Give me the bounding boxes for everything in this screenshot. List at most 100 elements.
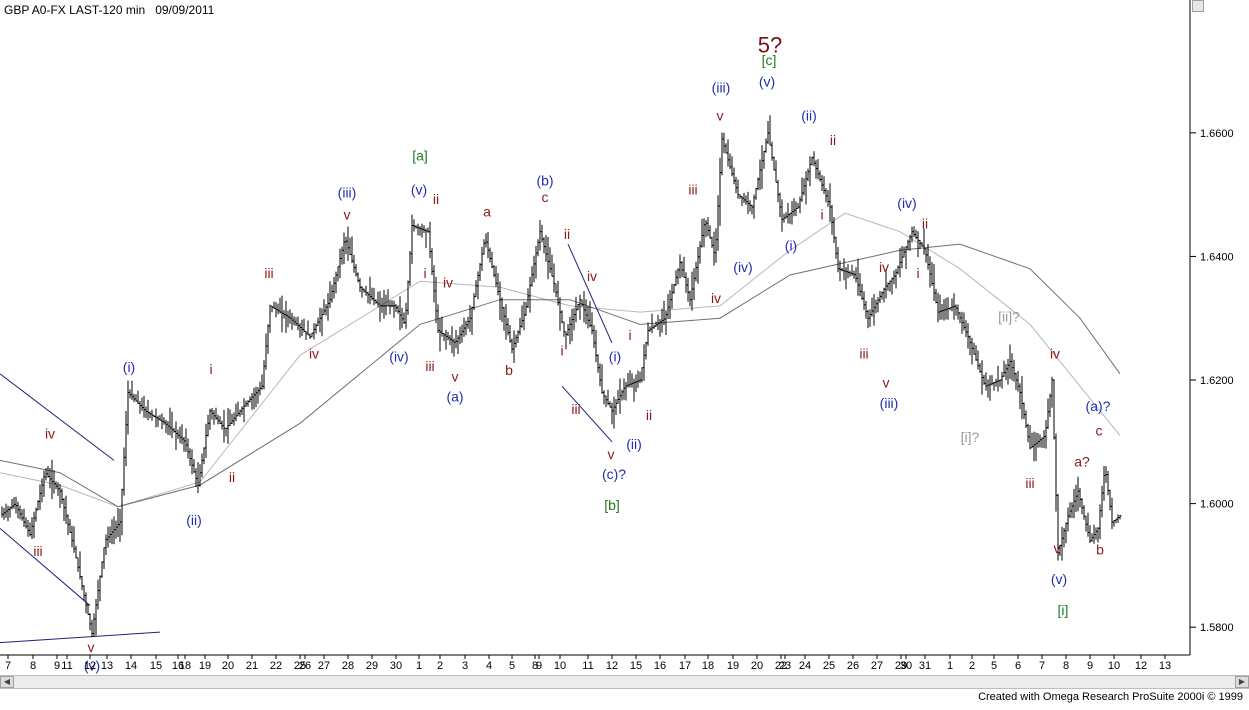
wave-label: v bbox=[883, 374, 890, 390]
wave-label: (ii) bbox=[626, 436, 642, 452]
wave-label: [a] bbox=[412, 148, 428, 164]
wave-label: a bbox=[483, 203, 491, 219]
x-tick-label: 15 bbox=[150, 660, 162, 672]
wave-label: (iv) bbox=[897, 195, 916, 211]
date-label: 09/09/2011 bbox=[155, 3, 215, 17]
x-tick-label: 30 bbox=[390, 660, 402, 672]
wave-label: v bbox=[88, 639, 95, 655]
scroll-left-arrow-icon[interactable]: ◀ bbox=[0, 676, 14, 688]
wave-label: ii bbox=[564, 226, 570, 242]
x-tick-label: 30 bbox=[900, 660, 912, 672]
x-tick-label: 8 bbox=[30, 660, 36, 672]
x-tick-label: 23 bbox=[779, 660, 791, 672]
wave-label: (c)? bbox=[602, 466, 626, 482]
chart-header: GBP A0-FX LAST-120 min 09/09/2011 bbox=[4, 3, 224, 17]
symbol-label: GBP A0-FX LAST-120 min bbox=[4, 3, 146, 17]
horizontal-scrollbar[interactable]: ◀ ▶ bbox=[0, 675, 1249, 689]
wave-label: (iv) bbox=[389, 348, 408, 364]
x-tick-label: 17 bbox=[679, 660, 691, 672]
x-tick-label: 9 bbox=[536, 660, 542, 672]
x-tick-label: 10 bbox=[554, 660, 566, 672]
wave-label: iii bbox=[33, 543, 42, 559]
wave-label: 5? bbox=[758, 33, 782, 58]
x-tick-label: 2 bbox=[437, 660, 443, 672]
wave-label: [b] bbox=[604, 497, 620, 513]
wave-label: v bbox=[452, 368, 459, 384]
x-tick-label: 12 bbox=[1135, 660, 1147, 672]
trendline bbox=[0, 373, 115, 461]
y-tick-label: 1.5800 bbox=[1200, 622, 1234, 634]
x-tick-label: 9 bbox=[54, 660, 60, 672]
wave-label: (i) bbox=[609, 348, 621, 364]
x-tick-label: 10 bbox=[1108, 660, 1120, 672]
wave-label: (v) bbox=[759, 74, 775, 90]
x-tick-label: 12 bbox=[84, 660, 96, 672]
x-tick-label: 8 bbox=[532, 660, 538, 672]
wave-label: (v) bbox=[411, 182, 427, 198]
scroll-right-arrow-icon[interactable]: ▶ bbox=[1235, 676, 1249, 688]
trendline bbox=[0, 527, 91, 606]
x-tick-label: 29 bbox=[366, 660, 378, 672]
wave-label: ii bbox=[646, 407, 652, 423]
wave-label: i bbox=[423, 265, 426, 281]
wave-label: [ii]? bbox=[998, 308, 1020, 324]
credit-text: Created with Omega Research ProSuite 200… bbox=[978, 691, 1243, 703]
wave-label: iii bbox=[571, 401, 580, 417]
x-tick-label: 31 bbox=[919, 660, 931, 672]
x-tick-label: 25 bbox=[823, 660, 835, 672]
wave-label: v bbox=[608, 446, 615, 462]
x-tick-label: 4 bbox=[486, 660, 492, 672]
wave-label: iv bbox=[711, 290, 721, 306]
wave-label: (b) bbox=[536, 172, 553, 188]
x-tick-label: 2 bbox=[969, 660, 975, 672]
y-tick-label: 1.6400 bbox=[1200, 251, 1234, 263]
trendline bbox=[567, 243, 613, 344]
wave-label: iv bbox=[309, 345, 319, 361]
y-tick-label: 1.6000 bbox=[1200, 499, 1234, 511]
wave-label: iv bbox=[443, 274, 453, 290]
x-tick-label: 1 bbox=[416, 660, 422, 672]
trendline bbox=[561, 385, 613, 443]
x-tick-label: 3 bbox=[462, 660, 468, 672]
wave-label: iv bbox=[45, 426, 55, 442]
wave-label: c bbox=[542, 189, 549, 205]
wave-label: ii bbox=[229, 469, 235, 485]
x-tick-label: 19 bbox=[727, 660, 739, 672]
wave-label: (iii) bbox=[338, 185, 357, 201]
x-tick-label: 18 bbox=[702, 660, 714, 672]
wave-label: iii bbox=[859, 345, 868, 361]
scroll-up-button[interactable] bbox=[1192, 0, 1204, 12]
x-tick-label: 14 bbox=[125, 660, 137, 672]
wave-label: [i] bbox=[1058, 602, 1069, 618]
x-tick-label: 22 bbox=[270, 660, 282, 672]
wave-label: b bbox=[1096, 541, 1104, 557]
trendline bbox=[0, 631, 161, 644]
x-tick-label: 1 bbox=[947, 660, 953, 672]
wave-label: (v) bbox=[84, 657, 100, 673]
x-tick-label: 13 bbox=[1159, 660, 1171, 672]
x-tick-label: 24 bbox=[799, 660, 811, 672]
wave-label: ii bbox=[922, 216, 928, 232]
wave-label: (v) bbox=[1051, 571, 1067, 587]
x-tick-label: 12 bbox=[606, 660, 618, 672]
x-tick-label: 22 bbox=[775, 660, 787, 672]
x-tick-label: 20 bbox=[222, 660, 234, 672]
x-tick-label: 11 bbox=[582, 660, 593, 672]
wave-label: i bbox=[916, 265, 919, 281]
wave-label: (ii) bbox=[186, 512, 202, 528]
x-tick-label: 26 bbox=[847, 660, 859, 672]
y-tick-label: 1.6600 bbox=[1200, 128, 1234, 140]
wave-label: b bbox=[505, 362, 513, 378]
wave-label: ii bbox=[433, 191, 439, 207]
x-tick-label: 27 bbox=[871, 660, 883, 672]
wave-label: c bbox=[1096, 423, 1103, 439]
x-tick-label: 20 bbox=[751, 660, 763, 672]
wave-label: (ii) bbox=[801, 107, 817, 123]
wave-label: (iii) bbox=[880, 395, 899, 411]
x-tick-label: 26 bbox=[299, 660, 311, 672]
x-tick-label: 16 bbox=[654, 660, 666, 672]
x-tick-label: 11 bbox=[61, 660, 72, 672]
wave-label: iii bbox=[425, 358, 434, 374]
